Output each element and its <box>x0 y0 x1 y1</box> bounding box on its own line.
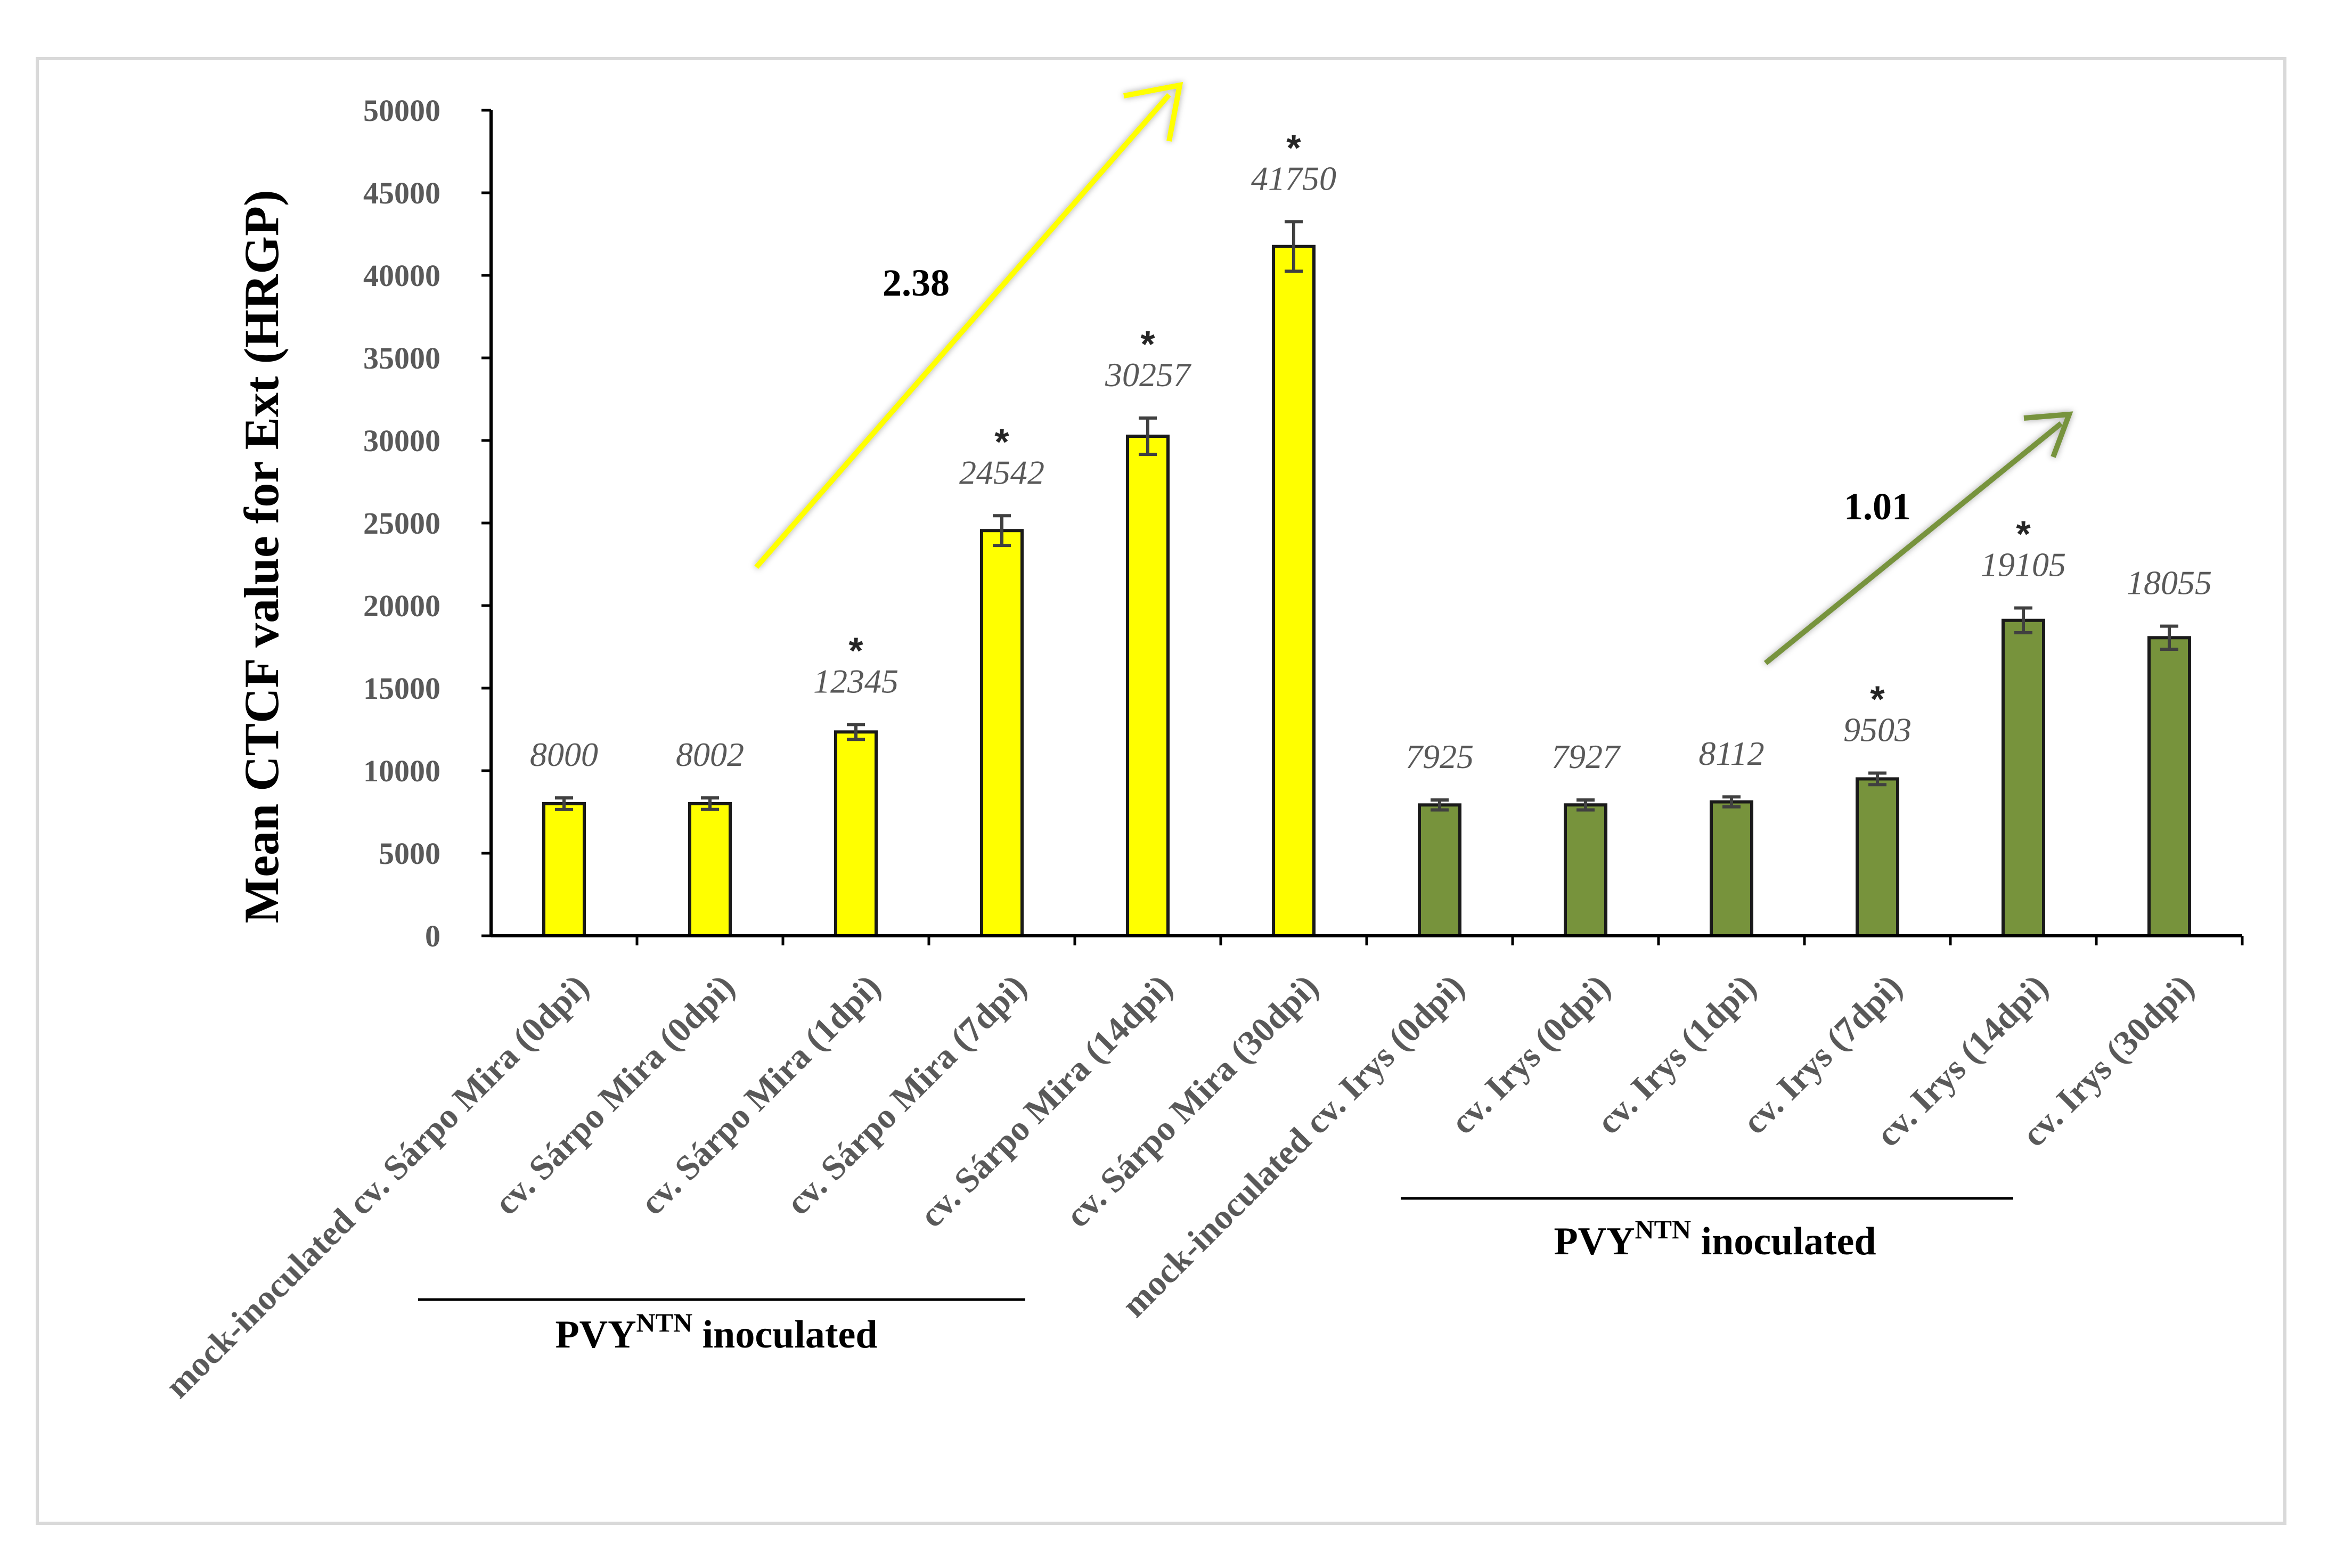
data-label: 8000 <box>530 736 598 773</box>
y-tick-label: 0 <box>425 919 440 953</box>
y-tick-label: 25000 <box>363 506 440 541</box>
group-label-irys: PVYNTN inoculated <box>1554 1214 1876 1263</box>
x-axis: mock-inoculated cv. Sárpo Mira (0dpi)cv.… <box>158 936 2244 1406</box>
y-tick-label: 40000 <box>363 258 440 293</box>
x-tick-label: cv. Sárpo Mira (7dpi) <box>779 967 1034 1222</box>
y-tick-label: 5000 <box>379 836 440 871</box>
group-label-irys-suffix: inoculated <box>1691 1220 1876 1263</box>
bar <box>1272 244 1316 937</box>
y-tick-label: 30000 <box>363 423 440 458</box>
bar <box>2002 618 2045 937</box>
group-label-sarpo-prefix: PVY <box>555 1313 636 1357</box>
y-tick-label: 50000 <box>363 93 440 128</box>
bar <box>542 802 586 937</box>
x-tick-label: cv. Sárpo Mira (30dpi) <box>1058 967 1326 1235</box>
significance-star: * <box>848 630 863 671</box>
bar <box>1856 777 1899 937</box>
group-label-sarpo-superscript: NTN <box>636 1308 693 1337</box>
bar <box>834 730 878 938</box>
data-label: 12345 <box>813 662 898 700</box>
y-tick-label: 10000 <box>363 754 440 788</box>
fold-change-sarpo: 2.38 <box>883 262 950 304</box>
data-label: 7925 <box>1406 738 1474 775</box>
y-tick-label: 45000 <box>363 176 440 210</box>
y-tick-label: 35000 <box>363 341 440 375</box>
x-tick-label: cv. Sárpo Mira (1dpi) <box>633 967 888 1222</box>
significance-star: * <box>994 421 1009 462</box>
group-label-sarpo-suffix: inoculated <box>692 1313 877 1357</box>
x-tick-label: cv. Sárpo Mira (0dpi) <box>487 967 742 1222</box>
data-label: 8002 <box>676 736 744 773</box>
green-arrow <box>1763 411 2073 665</box>
bar <box>1710 800 1753 937</box>
data-label: 30257 <box>1105 356 1192 394</box>
data-label: 9503 <box>1843 711 1912 749</box>
significance-star: * <box>1140 323 1155 365</box>
group-label-irys-prefix: PVY <box>1554 1220 1635 1263</box>
y-axis-label: Mean CTCF value for Ext (HRGP) <box>234 190 289 923</box>
data-label: 7927 <box>1551 738 1621 775</box>
fold-change-irys: 1.01 <box>1844 485 1911 528</box>
bar <box>1126 435 1170 937</box>
chart-frame <box>36 57 2286 1525</box>
bar <box>688 802 732 937</box>
x-tick-label: cv. Sárpo Mira (14dpi) <box>912 967 1180 1235</box>
yellow-arrow <box>754 81 1183 569</box>
bar <box>1564 803 1607 937</box>
significance-star: * <box>1870 679 1885 720</box>
data-label: 8112 <box>1698 734 1764 772</box>
y-tick-label: 20000 <box>363 589 440 623</box>
group-label-sarpo: PVYNTN inoculated <box>555 1308 877 1357</box>
data-label: 18055 <box>2127 564 2212 602</box>
bar <box>1418 803 1461 937</box>
group-label-irys-superscript: NTN <box>1635 1214 1692 1244</box>
significance-star: * <box>1286 127 1301 168</box>
bar <box>2147 636 2191 938</box>
data-label: 19105 <box>1981 545 2066 583</box>
y-axis: 0 5000 10000 15000 20000 25000 30000 35000 40000… <box>363 93 491 953</box>
data-label: 24542 <box>959 453 1044 491</box>
bar <box>980 529 1024 937</box>
y-tick-label: 15000 <box>363 671 440 706</box>
data-label: 41750 <box>1251 159 1336 197</box>
significance-star: * <box>2016 513 2031 554</box>
